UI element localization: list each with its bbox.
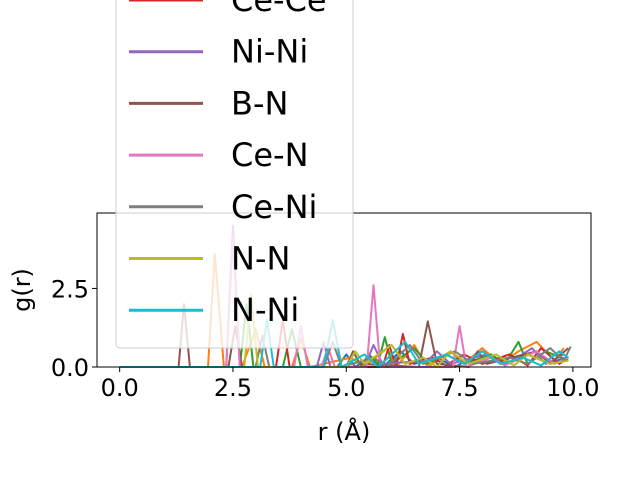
legend-label: N-Ni	[231, 291, 299, 329]
x-tick-label: 0.0	[101, 374, 139, 402]
legend-label: Ce-Ce	[231, 0, 327, 19]
y-axis-label: g(r)	[8, 268, 36, 312]
y-tick-label: 2.5	[51, 275, 89, 303]
legend-label: Ni-Ni	[231, 33, 308, 71]
legend-label: B-N	[231, 84, 288, 122]
legend-label: N-N	[231, 240, 290, 278]
x-axis-label: r (Å)	[318, 417, 371, 446]
x-tick-label: 2.5	[214, 374, 252, 402]
x-ticks: 0.0 2.5 5.0 7.5 10.0	[101, 367, 600, 402]
x-tick-label: 10.0	[546, 374, 599, 402]
legend-label: Ce-N	[231, 136, 309, 174]
y-tick-label: 0.0	[51, 354, 89, 382]
legend: Ce-Ce Ni-Ni B-N Ce-N Ce-Ni N-N N-Ni	[115, 0, 354, 349]
series-line-9	[119, 293, 569, 368]
legend-box	[115, 0, 354, 349]
x-tick-label: 5.0	[327, 374, 365, 402]
legend-label: Ce-Ni	[231, 188, 317, 226]
x-tick-label: 7.5	[440, 374, 478, 402]
y-ticks: 0.0 2.5	[51, 275, 97, 382]
